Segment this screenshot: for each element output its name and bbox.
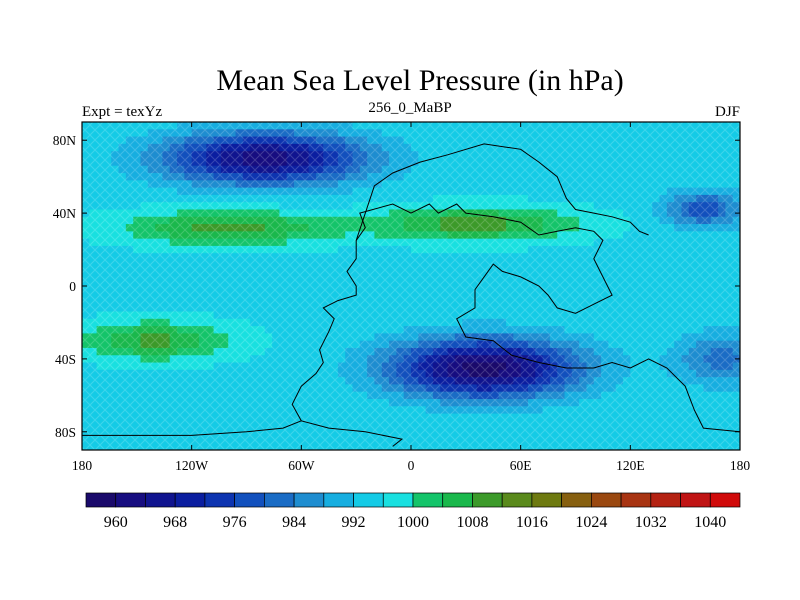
x-tick-label: 120W [175,458,208,473]
colorbar-label: 1032 [635,514,667,531]
y-tick-label: 0 [69,279,76,294]
colorbar-swatch [472,492,503,508]
y-tick-label: 40S [55,352,76,367]
latitude-axis: 80N 40N 0 40S 80S [53,133,740,440]
colorbar-label: 1008 [456,514,488,531]
colorbar-swatch [85,492,117,508]
colorbar-swatch [145,492,176,508]
colorbar-swatch [709,492,741,508]
colorbar-swatch [561,492,592,508]
colorbar-swatch [234,492,265,508]
colorbar-swatch [115,492,146,508]
y-tick-label: 40N [53,206,77,221]
colorbar-swatch [293,492,325,508]
season-label: DJF [715,104,740,120]
colorbar-label: 1016 [516,514,548,531]
colorbar-swatch [264,492,295,508]
coastline-antarctic [82,420,302,436]
coastlines [82,143,740,447]
colorbar-label: 1000 [397,514,429,531]
x-tick-label: 60W [288,458,315,473]
longitude-axis: 180 120W 60W 0 60E 120E 180 [72,122,751,473]
colorbar-swatch [382,492,414,508]
colorbar-swatch [680,492,711,508]
colorbar-swatch [204,492,235,508]
figure-title: Mean Sea Level Pressure (in hPa) [216,64,623,97]
colorbar-swatch [591,492,622,508]
period-label: 256_0_MaBP [368,100,451,116]
colorbar-swatch [501,492,533,508]
colorbar-swatch [442,492,473,508]
colorbar: 960 968 976 984 992 1000 1008 1016 1024 1032 1040 [85,492,741,531]
coastline-south [291,203,740,447]
colorbar-swatch [650,492,681,508]
colorbar-swatch [531,492,562,508]
colorbar-swatch [174,492,206,508]
colorbar-label: 984 [282,514,306,531]
colorbar-label: 976 [223,514,247,531]
x-tick-label: 120E [616,458,645,473]
experiment-label: Expt = texYz [82,104,162,120]
hatch-overlay [82,122,740,450]
colorbar-swatch [353,492,384,508]
y-tick-label: 80S [55,425,76,440]
y-tick-label: 80N [53,133,77,148]
x-tick-label: 180 [730,458,751,473]
colorbar-label: 960 [104,514,128,531]
colorbar-swatch [412,492,444,508]
x-tick-label: 180 [72,458,93,473]
colorbar-label: 1040 [694,514,726,531]
colorbar-label: 1024 [575,514,607,531]
colorbar-label: 992 [342,514,366,531]
colorbar-swatch [620,492,652,508]
x-tick-label: 60E [510,458,532,473]
colorbar-swatch [323,492,354,508]
coastline-north [355,143,649,241]
colorbar-label: 968 [163,514,187,531]
x-tick-label: 0 [408,458,415,473]
